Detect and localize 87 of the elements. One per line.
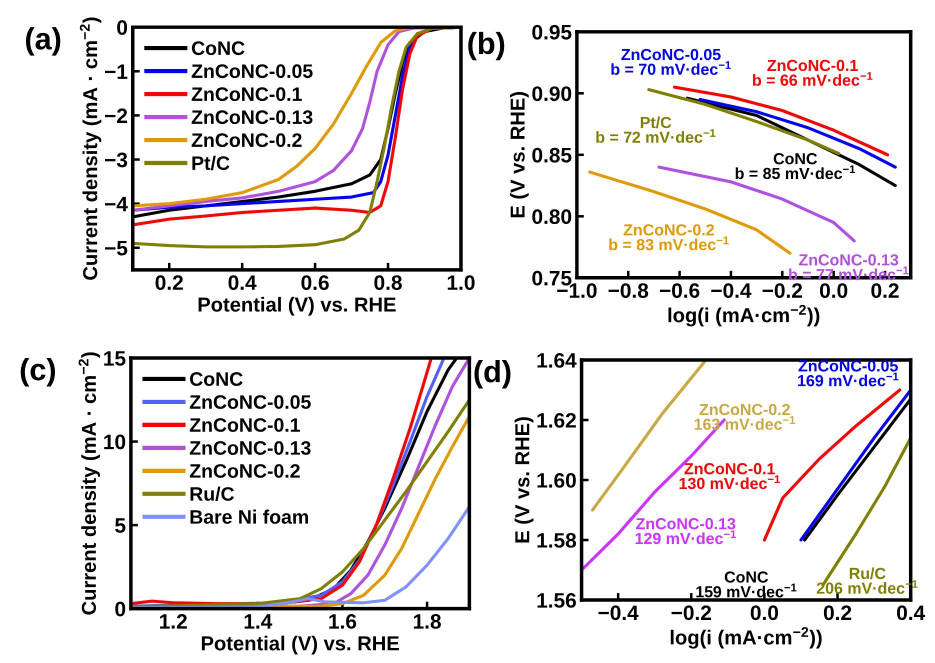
x-tick-label: −0.6 xyxy=(660,283,700,298)
x-tick-label: 1.4 xyxy=(244,614,272,629)
legend-label: ZnCoNC-0.1 xyxy=(190,418,300,432)
x-axis-title: Potential (V) vs. RHE xyxy=(198,296,396,316)
y-tick-label: 1.62 xyxy=(537,413,576,428)
y-tick-label: 0.80 xyxy=(532,209,572,224)
y-tick-label: 0.95 xyxy=(532,24,572,40)
annotation: b = 70 mV·dec$^{−1}$ xyxy=(611,61,731,75)
x-tick-label: −0.4 xyxy=(598,605,639,620)
x-tick-label: 0.0 xyxy=(750,605,778,620)
x-tick-label: 0.4 xyxy=(897,605,926,620)
series-label: ZnCoNC-0.1 xyxy=(684,463,775,474)
x-tick-label: 0.4 xyxy=(228,275,257,290)
legend-label: ZnCoNC-0.13 xyxy=(192,110,312,124)
chart-title: (d) xyxy=(474,360,510,388)
y-tick-label: −5 xyxy=(105,240,128,256)
x-tick-label: 1.0 xyxy=(448,275,475,290)
series-label: ZnCoNC-0.05 xyxy=(798,360,898,372)
legend-label: ZnCoNC-0.05 xyxy=(192,64,313,78)
y-tick-label: −2 xyxy=(105,108,128,123)
series-label: Pt/C xyxy=(640,116,672,128)
y-tick-label: 10 xyxy=(104,434,126,450)
annotation: b = 66 mV·dec$^{−1}$ xyxy=(753,72,872,86)
x-tick-label: 0.8 xyxy=(374,275,402,290)
legend-label: CoNC xyxy=(192,41,245,56)
annotation: 159 mV·dec$^{−1}$ xyxy=(696,584,796,598)
y-tick-label: 1.60 xyxy=(537,473,576,488)
y-tick-label: 0.75 xyxy=(532,270,572,286)
annotation: b = 85 mV·dec$^{−1}$ xyxy=(736,165,856,180)
x-tick-label: 0.6 xyxy=(301,275,329,290)
annotation: b = 72 mV·dec$^{−1}$ xyxy=(596,129,716,143)
chart-title: (b) xyxy=(468,32,504,60)
x-tick-label: −0.8 xyxy=(608,283,648,298)
y-tick-label: 1.64 xyxy=(537,353,577,368)
y-tick-label: −3 xyxy=(105,152,128,168)
x-axis-title: log(i (mA·cm$^{−2}$)) xyxy=(670,627,822,649)
legend-label: ZnCoNC-0.2 xyxy=(192,133,302,148)
x-tick-label: 0.0 xyxy=(820,283,848,298)
series-label: Ru/C xyxy=(850,567,886,580)
y-tick-label: 15 xyxy=(104,351,126,366)
series-label: ZnCoNC-0.2 xyxy=(700,404,790,416)
x-tick-label: 0.2 xyxy=(824,605,852,620)
y-tick-label: −4 xyxy=(105,196,128,212)
x-tick-label: 1.2 xyxy=(160,614,187,629)
x-tick-label: −1.0 xyxy=(557,283,597,298)
y-axis-title: Current density (mA · cm$^{−2}$) xyxy=(80,18,102,280)
y-tick-label: 5 xyxy=(115,518,126,533)
y-tick-label: 1.58 xyxy=(537,533,576,548)
x-tick-label: 1.8 xyxy=(414,614,441,629)
y-axis-title: E (V vs. RHE) xyxy=(514,417,534,542)
annotation: 129 mV·dec$^{−1}$ xyxy=(636,530,736,544)
x-axis-title: log(i (mA·cm$^{−2}$)) xyxy=(668,304,820,326)
y-tick-label: 0.85 xyxy=(532,148,572,163)
chart-title: (c) xyxy=(20,358,56,387)
annotation: 169 mV·dec$^{−1}$ xyxy=(798,372,898,386)
legend-label: CoNC xyxy=(190,372,243,386)
x-tick-label: −0.2 xyxy=(672,605,712,620)
text: ZnCoNC-0.1 xyxy=(767,60,858,72)
legend-label: Pt/C xyxy=(192,156,230,170)
series-label: ZnCoNC-0.13 xyxy=(798,254,898,266)
legend-label: Ru/C xyxy=(190,486,234,502)
text: ZnCoNC-0.05 xyxy=(621,48,721,60)
y-axis-title: Current density (mA · cm$^{−2}$) xyxy=(78,352,100,615)
x-tick-label: 1.6 xyxy=(329,614,356,629)
y-tick-label: 0.90 xyxy=(532,86,572,102)
y-tick-label: 0 xyxy=(117,20,128,35)
y-tick-label: 1.56 xyxy=(537,593,576,608)
annotation: b = 83 mV·dec$^{−1}$ xyxy=(609,236,729,250)
legend-label: Bare Ni foam xyxy=(190,510,308,524)
x-tick-label: 0.2 xyxy=(871,283,899,298)
series-label: ZnCoNC-0.13 xyxy=(636,518,736,530)
series-label: ZnCoNC-0.2 xyxy=(624,224,714,236)
x-tick-label: 0.2 xyxy=(156,275,183,290)
chart-title: (a) xyxy=(26,27,60,56)
y-axis-title: E (V vs. RHE) xyxy=(510,92,529,218)
x-tick-label: −0.4 xyxy=(711,283,752,298)
y-tick-label: 0 xyxy=(115,602,126,616)
y-tick-label: −1 xyxy=(105,64,128,79)
text: CoNC xyxy=(724,571,768,583)
legend-label: ZnCoNC-0.1 xyxy=(192,87,302,102)
x-axis-title: Potential (V) vs. RHE xyxy=(202,636,399,654)
legend-label: ZnCoNC-0.2 xyxy=(190,464,300,478)
x-tick-label: −0.2 xyxy=(762,283,802,298)
annotation: 130 mV·dec$^{−1}$ xyxy=(680,475,780,490)
legend-label: ZnCoNC-0.13 xyxy=(190,441,311,455)
series-label: CoNC xyxy=(774,153,818,164)
legend-label: ZnCoNC-0.05 xyxy=(190,395,311,409)
